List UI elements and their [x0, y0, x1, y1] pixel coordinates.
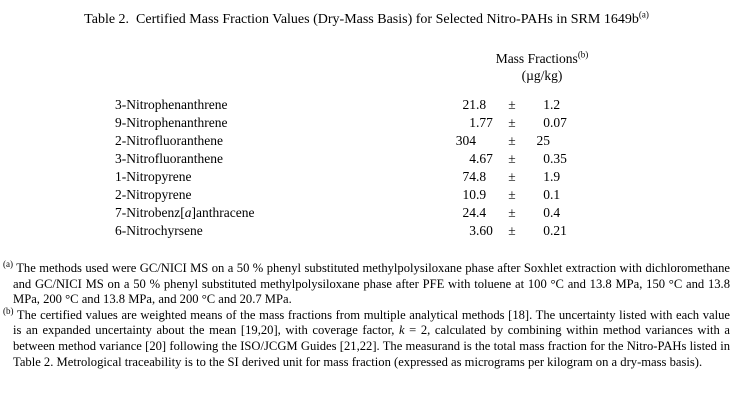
plus-minus-sign: ±	[508, 151, 516, 166]
table-row: 6-Nitrochyrsene 3.60 ±0.21	[0, 222, 733, 240]
plus-minus-sign: ±	[508, 133, 516, 148]
column-header-title: Mass Fractions	[495, 51, 578, 66]
footnote-b: (b) The certified values are weighted me…	[3, 305, 730, 370]
uncertainty-fraction: .1	[550, 187, 561, 202]
uncertainty-fraction: .35	[550, 151, 567, 166]
uncertainty-integer: 0	[543, 151, 550, 166]
table-row: 2-Nitropyrene 10.9 ±0.1	[0, 186, 733, 204]
value-integer: 4	[469, 151, 476, 166]
uncertainty-fraction: .9	[550, 169, 561, 184]
compound-name: 1-Nitropyrene	[115, 169, 192, 184]
compound-name: 3-Nitrofluoranthene	[115, 151, 223, 166]
footnotes: (a) The methods used were GC/NICI MS on …	[3, 258, 731, 370]
table-row: 3-Nitrofluoranthene 4.67 ±0.35	[0, 150, 733, 168]
value-integer: 74	[462, 169, 477, 184]
value-fraction: .9	[476, 187, 487, 202]
value-fraction: .77	[476, 115, 493, 130]
compound-name: 2-Nitropyrene	[115, 187, 192, 202]
footnote-text: The methods used were GC/NICI MS on a 50…	[13, 261, 731, 307]
value-fraction: .67	[476, 151, 493, 166]
uncertainty-fraction: .4	[550, 205, 561, 220]
plus-minus-sign: ±	[508, 97, 516, 112]
value-integer: 21	[462, 97, 477, 112]
column-header-label: Mass Fractions(b)	[442, 50, 642, 67]
table-caption: Table 2. Certified Mass Fraction Values …	[0, 9, 733, 28]
uncertainty-integer: 1	[543, 97, 550, 112]
compound-name: 2-Nitrofluoranthene	[115, 133, 223, 148]
table-row: 7-Nitrobenz[a]anthracene 24.4 ±0.4	[0, 204, 733, 222]
footnote-a: (a) The methods used were GC/NICI MS on …	[3, 258, 731, 308]
uncertainty-fraction: .2	[550, 97, 561, 112]
footnote-text: k	[399, 323, 405, 338]
value-fraction: .8	[476, 169, 487, 184]
value-integer: 10	[462, 187, 477, 202]
compound-name: 9-Nitrophenanthrene	[115, 115, 228, 130]
compound-name: 3-Nitrophenanthrene	[115, 97, 228, 112]
value-fraction: .4	[476, 205, 487, 220]
column-header-mass-fractions: Mass Fractions(b) (µg/kg)	[442, 50, 642, 84]
compound-name: 7-Nitrobenz[a]anthracene	[115, 205, 255, 220]
plus-minus-sign: ±	[508, 205, 516, 220]
uncertainty-fraction: .07	[550, 115, 567, 130]
uncertainty-integer: 1	[543, 169, 550, 184]
table-row: 2-Nitrofluoranthene 304 ±25	[0, 132, 733, 150]
plus-minus-sign: ±	[508, 223, 516, 238]
compound-name: 6-Nitrochyrsene	[115, 223, 203, 238]
table-caption-text: Table 2. Certified Mass Fraction Values …	[84, 12, 639, 27]
uncertainty-integer: 0	[543, 223, 550, 238]
plus-minus-sign: ±	[508, 115, 516, 130]
uncertainty-integer: 0	[543, 115, 550, 130]
footnote-marker: (b)	[3, 305, 14, 316]
value-fraction: .8	[476, 97, 487, 112]
table-caption-footnote-ref: (a)	[638, 9, 649, 20]
table-row: 9-Nitrophenanthrene 1.77 ±0.07	[0, 114, 733, 132]
table-rows: 3-Nitrophenanthrene 21.8 ±1.2 9-Nitrophenan…	[0, 96, 733, 240]
column-header-units: (µg/kg)	[521, 68, 563, 83]
value-integer: 3	[469, 223, 476, 238]
uncertainty-integer: 0	[543, 187, 550, 202]
uncertainty-integer: 25	[536, 133, 551, 148]
value-fraction: .60	[476, 223, 493, 238]
column-header-footnote-ref: (b)	[577, 49, 589, 60]
value-integer: 304	[455, 133, 476, 148]
uncertainty-integer: 0	[543, 205, 550, 220]
footnote-text: The certified values are weighted means …	[13, 307, 730, 338]
table-row: 1-Nitropyrene 74.8 ±1.9	[0, 168, 733, 186]
plus-minus-sign: ±	[508, 187, 516, 202]
uncertainty-fraction: .21	[550, 223, 567, 238]
footnote-marker: (a)	[3, 258, 13, 269]
value-integer: 24	[462, 205, 477, 220]
table-row: 3-Nitrophenanthrene 21.8 ±1.2	[0, 96, 733, 114]
compound-name-italic-part: a	[184, 205, 192, 220]
value-integer: 1	[469, 115, 476, 130]
footnote-text: = 2, calculated by combining within meth…	[13, 323, 730, 369]
plus-minus-sign: ±	[508, 169, 516, 184]
